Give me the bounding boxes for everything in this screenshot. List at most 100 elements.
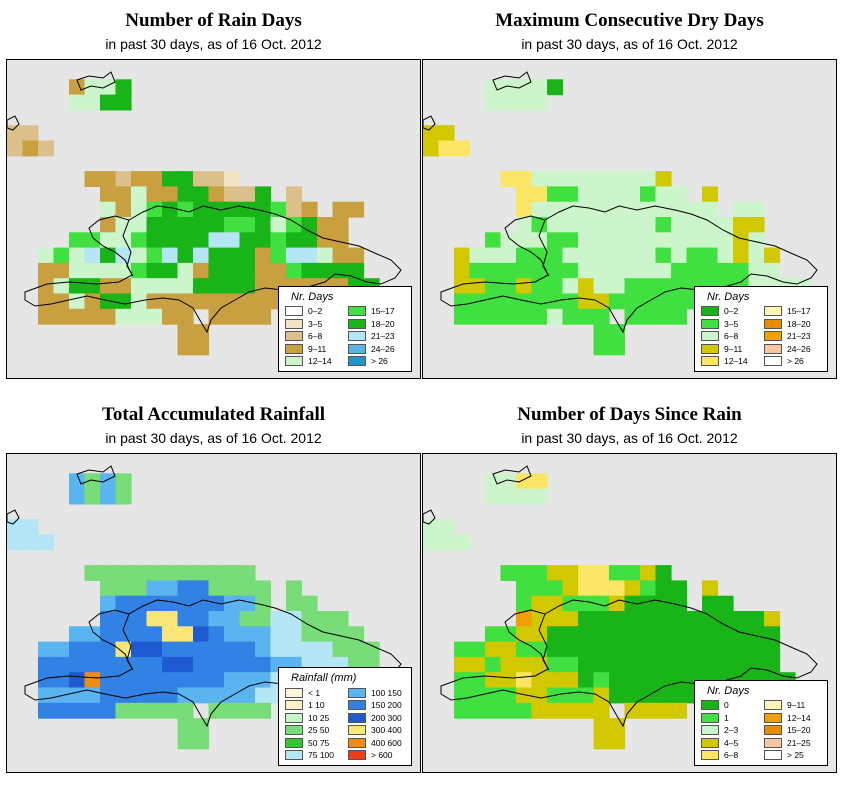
grid-cell [640, 626, 657, 643]
grid-cell [500, 641, 517, 658]
grid-cell [655, 702, 672, 719]
grid-cell [593, 580, 610, 597]
grid-cell [53, 656, 70, 673]
grid-cell [578, 201, 595, 218]
hispaniola-outline [24, 599, 402, 728]
grid-cell [177, 656, 194, 673]
grid-cell [348, 201, 365, 218]
grid-cell [609, 262, 626, 279]
coastline-outline [538, 219, 550, 277]
grid-cell [239, 580, 256, 597]
grid-cell [547, 262, 564, 279]
grid-cell [193, 262, 210, 279]
grid-cell [655, 262, 672, 279]
legend-swatch [701, 318, 719, 329]
grid-cell [131, 580, 148, 597]
grid-cell [53, 278, 70, 295]
grid-cell [655, 565, 672, 581]
legend-label: 25 50 [308, 725, 330, 736]
grid-cell [764, 247, 781, 264]
grid-cell [423, 534, 440, 551]
grid-cell [609, 186, 626, 203]
grid-cell [193, 217, 210, 233]
grid-cell [193, 565, 210, 581]
grid-cell [255, 672, 272, 689]
grid-cell [239, 611, 256, 627]
grid-cell [115, 247, 132, 264]
grid-cell [115, 595, 132, 612]
grid-cell [671, 656, 688, 673]
grid-cell [671, 232, 688, 249]
legend-swatch [348, 712, 366, 723]
grid-cell [7, 534, 24, 551]
grid-cell [485, 672, 502, 689]
coastline-outline [76, 465, 116, 485]
grid-cell [115, 473, 132, 490]
grid-cell [640, 595, 657, 612]
grid-cell [193, 580, 210, 597]
grid-cell [531, 308, 548, 325]
grid-cell [177, 308, 194, 325]
grid-cell [317, 232, 334, 249]
grid-cell [593, 201, 610, 218]
grid-cell [146, 580, 163, 597]
grid-cell [69, 473, 86, 490]
grid-cell [593, 718, 610, 734]
grid-cell [593, 324, 610, 340]
grid-cell [655, 247, 672, 264]
grid-cell [53, 641, 70, 658]
grid-cell [224, 626, 241, 643]
coastline-outline [492, 71, 532, 91]
grid-cell [84, 687, 101, 704]
grid-cell [255, 232, 272, 249]
grid-cell [531, 201, 548, 218]
legend-swatch [348, 343, 366, 354]
legend-label: 9–11 [724, 343, 743, 354]
legend-swatch [701, 712, 719, 723]
grid-cell [454, 247, 471, 264]
grid-cell [193, 201, 210, 218]
legend-swatch [701, 331, 719, 342]
grid-cell [547, 611, 564, 627]
grid-cell [193, 293, 210, 310]
grid-cell [454, 687, 471, 704]
grid-cell [578, 217, 595, 233]
grid-cell [100, 626, 117, 643]
grid-cell [162, 565, 179, 581]
legend-swatch [764, 343, 782, 354]
grid-cell [578, 641, 595, 658]
legend-label: 300 400 [371, 725, 402, 736]
grid-cell [115, 672, 132, 689]
legend-swatch [701, 725, 719, 736]
grid-cell [224, 186, 241, 203]
grid-cell [593, 308, 610, 325]
grid-cell [485, 488, 502, 505]
grid-cell [593, 595, 610, 612]
grid-cell [500, 293, 517, 310]
coastline-outline [7, 115, 20, 131]
grid-cell [131, 702, 148, 719]
legend-item: > 25 [764, 750, 821, 762]
grid-cell [609, 339, 626, 356]
grid-cell [193, 339, 210, 356]
grid-cell [162, 656, 179, 673]
grid-cell [609, 580, 626, 597]
legend-label: 12–14 [308, 356, 332, 367]
grid-cell [38, 278, 55, 295]
grid-cell [131, 626, 148, 643]
grid-cell [239, 186, 256, 203]
grid-cell [348, 641, 365, 658]
grid-cell [177, 672, 194, 689]
grid-cell [177, 217, 194, 233]
legend-item: 6–8 [285, 331, 342, 343]
legend-swatch [701, 750, 719, 761]
grid-cell [469, 278, 486, 295]
legend-item: > 600 [348, 750, 405, 762]
grid-cell [239, 247, 256, 264]
grid-cell [131, 278, 148, 295]
grid-cell [255, 595, 272, 612]
grid-cell [562, 672, 579, 689]
legend-swatch [764, 737, 782, 748]
panel-days-since-rain: Number of Days Since Rain in past 30 day… [422, 394, 837, 784]
grid-cell [162, 201, 179, 218]
